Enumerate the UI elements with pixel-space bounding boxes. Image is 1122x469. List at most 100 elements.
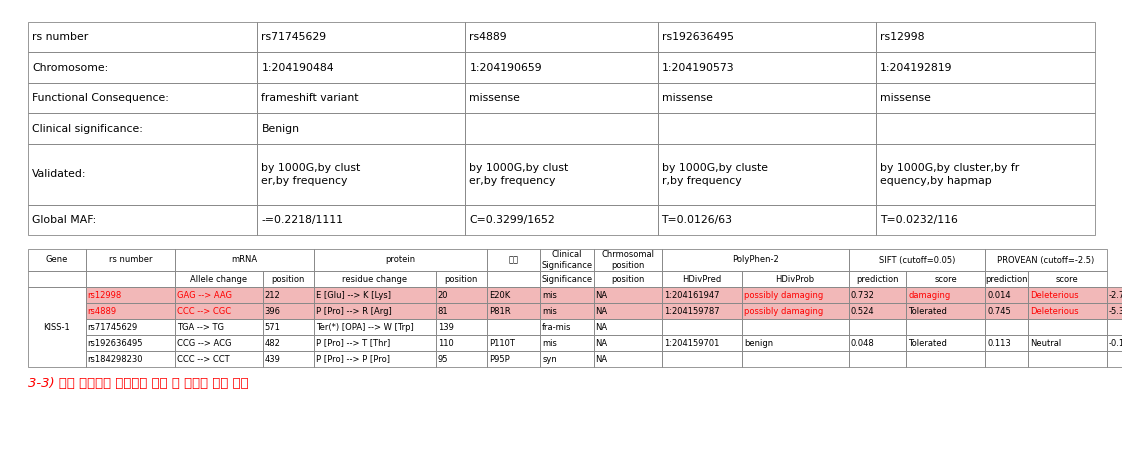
Bar xyxy=(657,204,876,235)
Text: Global MAF:: Global MAF: xyxy=(33,215,96,225)
Bar xyxy=(1028,303,1106,319)
Bar xyxy=(594,335,662,351)
Text: Deleterious: Deleterious xyxy=(1030,307,1078,316)
Bar xyxy=(662,335,742,351)
Text: 571: 571 xyxy=(265,323,280,332)
Bar xyxy=(848,303,907,319)
Bar xyxy=(657,22,876,53)
Bar xyxy=(1106,335,1122,351)
Bar xyxy=(985,319,1028,335)
Bar xyxy=(985,351,1028,367)
Bar xyxy=(257,144,466,204)
Text: Functional Consequence:: Functional Consequence: xyxy=(33,93,169,103)
Bar xyxy=(175,351,263,367)
Bar xyxy=(263,303,314,319)
Text: 212: 212 xyxy=(265,290,280,300)
Text: 139: 139 xyxy=(438,323,453,332)
Bar xyxy=(28,204,257,235)
Bar xyxy=(742,287,848,303)
Bar xyxy=(540,303,594,319)
Bar xyxy=(742,335,848,351)
Bar xyxy=(594,287,662,303)
Bar xyxy=(314,271,435,287)
Bar xyxy=(487,271,540,287)
Bar xyxy=(594,271,662,287)
Bar xyxy=(662,303,742,319)
Bar xyxy=(540,287,594,303)
Text: prediction: prediction xyxy=(856,274,899,283)
Text: mis: mis xyxy=(542,290,557,300)
Bar xyxy=(742,287,848,303)
Bar xyxy=(985,335,1028,351)
Text: by 1000G,by cluste
r,by frequency: by 1000G,by cluste r,by frequency xyxy=(662,163,767,186)
Bar xyxy=(540,303,594,319)
Text: rs192636495: rs192636495 xyxy=(662,32,734,42)
Bar xyxy=(263,303,314,319)
Text: rs number: rs number xyxy=(109,256,153,265)
Text: NA: NA xyxy=(596,290,608,300)
Bar xyxy=(466,22,657,53)
Bar xyxy=(435,303,487,319)
Bar xyxy=(487,249,540,271)
Text: 1:204190573: 1:204190573 xyxy=(662,63,734,73)
Bar xyxy=(657,83,876,113)
Text: 1:204190659: 1:204190659 xyxy=(469,63,542,73)
Text: 396: 396 xyxy=(265,307,280,316)
Text: possibly damaging: possibly damaging xyxy=(744,290,824,300)
Bar xyxy=(876,144,1095,204)
Text: T=0.0232/116: T=0.0232/116 xyxy=(881,215,958,225)
Bar xyxy=(907,319,985,335)
Bar xyxy=(985,303,1028,319)
Bar xyxy=(487,287,540,303)
Text: C=0.3299/1652: C=0.3299/1652 xyxy=(469,215,555,225)
Text: GAG --> AAG: GAG --> AAG xyxy=(177,290,232,300)
Text: frameshift variant: frameshift variant xyxy=(261,93,359,103)
Text: syn: syn xyxy=(542,355,557,363)
Bar xyxy=(1106,351,1122,367)
Bar xyxy=(314,303,435,319)
Bar xyxy=(435,287,487,303)
Text: P [Pro] --> P [Pro]: P [Pro] --> P [Pro] xyxy=(316,355,390,363)
Bar xyxy=(85,249,175,271)
Bar xyxy=(594,303,662,319)
Bar xyxy=(314,351,435,367)
Text: by 1000G,by cluster,by fr
equency,by hapmap: by 1000G,by cluster,by fr equency,by hap… xyxy=(881,163,1020,186)
Bar xyxy=(907,287,985,303)
Bar xyxy=(848,335,907,351)
Bar xyxy=(907,271,985,287)
Text: HDivProb: HDivProb xyxy=(775,274,815,283)
Bar xyxy=(1028,287,1106,303)
Bar xyxy=(85,287,175,303)
Text: 0.524: 0.524 xyxy=(850,307,874,316)
Bar xyxy=(85,303,175,319)
Bar xyxy=(876,113,1095,144)
Bar xyxy=(662,303,742,319)
Bar xyxy=(487,287,540,303)
Text: position: position xyxy=(272,274,305,283)
Text: 95: 95 xyxy=(438,355,448,363)
Bar xyxy=(907,335,985,351)
Text: Gene: Gene xyxy=(46,256,68,265)
Bar xyxy=(848,271,907,287)
Text: Deleterious: Deleterious xyxy=(1030,290,1078,300)
Bar xyxy=(175,303,263,319)
Bar xyxy=(540,351,594,367)
Bar xyxy=(985,303,1028,319)
Text: -2.71: -2.71 xyxy=(1109,290,1122,300)
Text: 3-3) 진성 성조숙증 환자에서 혁액 내 살충제 농도 조사: 3-3) 진성 성조숙증 환자에서 혁액 내 살충제 농도 조사 xyxy=(28,377,249,390)
Text: -=0.2218/1111: -=0.2218/1111 xyxy=(261,215,343,225)
Bar xyxy=(257,22,466,53)
Bar xyxy=(314,335,435,351)
Text: P110T: P110T xyxy=(489,339,515,348)
Text: 1:204161947: 1:204161947 xyxy=(664,290,719,300)
Bar xyxy=(175,319,263,335)
Text: Clinical significance:: Clinical significance: xyxy=(33,123,142,134)
Bar xyxy=(848,351,907,367)
Text: rs71745629: rs71745629 xyxy=(261,32,327,42)
Text: position: position xyxy=(611,274,644,283)
Bar xyxy=(466,83,657,113)
Text: P [Pro] --> R [Arg]: P [Pro] --> R [Arg] xyxy=(316,307,392,316)
Text: CCG --> ACG: CCG --> ACG xyxy=(177,339,232,348)
Text: NA: NA xyxy=(596,339,608,348)
Bar xyxy=(594,303,662,319)
